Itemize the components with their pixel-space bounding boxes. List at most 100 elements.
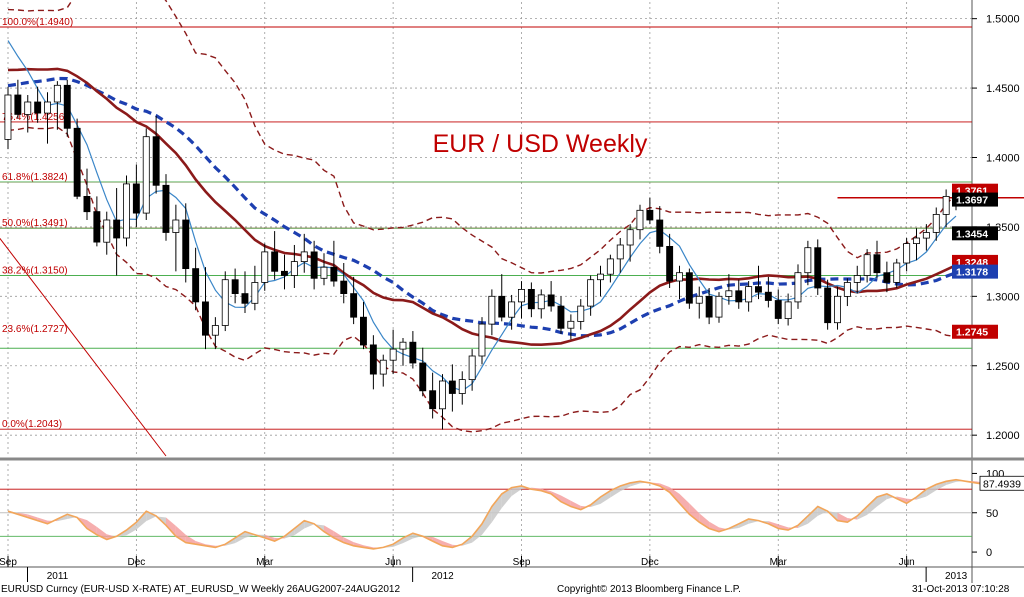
price-tag-label: 1.3454: [956, 228, 988, 240]
candle-body: [24, 101, 32, 115]
candle-body: [231, 279, 239, 295]
candle-body: [409, 341, 417, 364]
candle-body: [261, 251, 269, 283]
time-axis: SepDecMarJunSepDecMarJunSep201120122013: [0, 556, 968, 582]
indicator-fill-segment: [600, 490, 611, 504]
price-axis-tick-label: 1.4500: [986, 83, 1020, 95]
candle-body: [705, 295, 713, 318]
indicator-fill-segment: [87, 520, 97, 535]
candle-body: [330, 266, 338, 282]
indicator-fill-segment: [126, 522, 137, 536]
candle-body: [834, 295, 841, 324]
footer-timestamp: 31-Oct-2013 07:10:28: [912, 584, 1010, 595]
indicator-fill-segment: [146, 511, 157, 522]
indicator-fill-segment: [561, 495, 571, 507]
candle-body: [893, 262, 901, 283]
candle-body: [824, 287, 832, 324]
indicator-fill-segment: [175, 525, 186, 543]
candle-body: [34, 101, 42, 114]
candle-body: [755, 286, 762, 293]
candle-body: [666, 245, 674, 282]
candle-body: [873, 254, 881, 274]
candle-body: [93, 211, 101, 243]
candle-body: [14, 94, 22, 115]
price-tag-label: 1.3697: [956, 195, 988, 207]
indicator-fill-segment: [324, 525, 334, 538]
candle-body: [557, 305, 565, 329]
candle-body: [211, 325, 219, 336]
candle-body: [764, 291, 772, 301]
time-axis-year-label: 2012: [432, 571, 455, 582]
footer-security-description: EURUSD Curncy (EUR-USD X-RATE) AT_EURUSD…: [1, 584, 400, 595]
price-axis-tick-label: 1.2000: [986, 430, 1020, 442]
bollinger-lower-band: [7, 126, 957, 433]
time-axis-month-label: Mar: [770, 557, 788, 568]
grid-layer: [0, 0, 1024, 583]
chart-footer: EURUSD Curncy (EUR-USD X-RATE) AT_EURUSD…: [0, 583, 1024, 597]
time-axis-year-label: 2011: [47, 571, 69, 582]
price-tag-label: 1.3178: [956, 267, 988, 279]
indicator-fill-segment: [926, 484, 937, 497]
price-tag-box: [952, 192, 998, 207]
indicator-fill-segment: [689, 503, 700, 523]
candle-body: [922, 232, 930, 239]
candle-body: [656, 219, 664, 247]
indicator-fill-segment: [432, 536, 443, 546]
candle-body: [597, 273, 604, 281]
fib-level-label: 23.6%(1.2727): [2, 324, 68, 335]
candle-body: [606, 258, 614, 275]
candle-body: [419, 362, 427, 392]
fib-level-label: 76.4%(1.4256): [2, 112, 68, 123]
candle-body: [735, 290, 743, 303]
price-axis-tick-label: 1.3500: [986, 222, 1020, 234]
fib-level-label: 0.0%(1.2043): [2, 419, 62, 430]
price-axis-tick-label: 1.2500: [986, 361, 1020, 373]
indicator-fill-segment: [679, 493, 690, 515]
candle-body: [725, 290, 733, 297]
candle-body: [251, 282, 259, 304]
footer-copyright: Copyright© 2013 Bloomberg Finance L.P.: [557, 584, 741, 595]
downtrend-line: [0, 237, 167, 457]
price-axis-tick-label: 1.3000: [986, 291, 1020, 303]
candle-body: [626, 229, 634, 246]
candle-body: [280, 270, 288, 276]
candle-body: [745, 286, 753, 303]
candle-body: [132, 183, 140, 214]
candle-body: [646, 209, 654, 221]
time-axis-month-label: Mar: [256, 557, 274, 568]
candle-body: [616, 244, 624, 260]
candle-body: [152, 136, 160, 186]
indicator-fill-segment: [482, 506, 492, 535]
indicator-fill-segment: [491, 493, 502, 523]
candle-body: [518, 288, 525, 303]
candle-body: [429, 390, 437, 410]
time-axis-month-label: Dec: [641, 557, 659, 568]
candle-body: [182, 219, 190, 269]
price-axis: 1.5000 1.4500 1.4000 1.3500 1.3000 1.2500 1.20…: [972, 14, 1020, 442]
candle-body: [310, 251, 318, 279]
candle-body: [567, 320, 575, 329]
candle-body: [103, 219, 111, 243]
candle-body: [389, 348, 397, 361]
candle-body: [814, 247, 822, 289]
indicator-fill-segment: [867, 497, 877, 515]
fib-level-label: 50.0%(1.3491): [2, 218, 68, 229]
time-axis-month-label: Jun: [385, 557, 401, 568]
price-axis-tick-label: 1.5000: [986, 14, 1020, 26]
chart-title: EUR / USD Weekly: [433, 130, 648, 158]
candle-body: [527, 288, 535, 310]
indicator-fill-segment: [669, 487, 680, 504]
stochastic-k-line: [7, 478, 986, 550]
candle-body: [359, 316, 367, 346]
candle-body: [468, 355, 476, 381]
indicator-fill-segment: [620, 482, 631, 492]
indicator-fill-segment: [570, 500, 581, 510]
time-axis-month-label: Jun: [899, 557, 915, 568]
fib-level-label: 61.8%(1.3824): [2, 172, 68, 183]
fib-level-label: 38.2%(1.3150): [2, 266, 68, 277]
indicator-fill-segment: [699, 513, 710, 529]
candle-body: [320, 266, 328, 279]
indicator-fill-segment: [235, 531, 245, 544]
candle-body: [221, 279, 229, 326]
